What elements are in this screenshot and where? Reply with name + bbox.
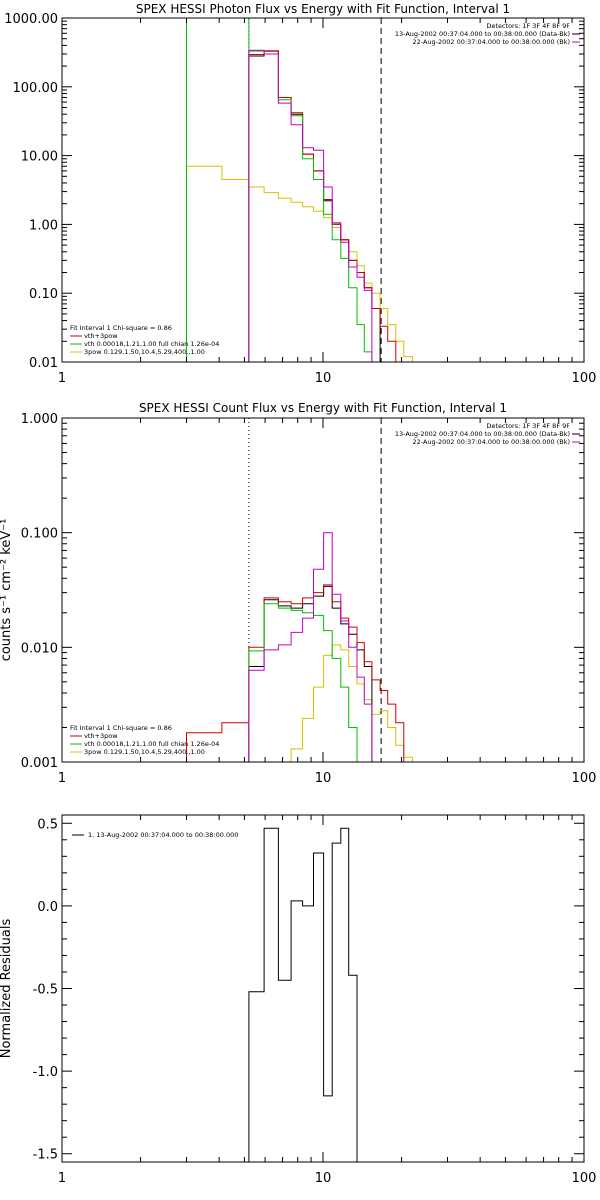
info-text: 13-Aug-2002 00:37:04.000 to 00:38:00.000… <box>395 430 570 438</box>
info-text: 22-Aug-2002 00:37:04.000 to 00:38:00.000… <box>413 438 570 446</box>
y-tick-label: -1.0 <box>33 1065 58 1080</box>
plot-frame <box>61 17 585 363</box>
y-tick-label: -0.5 <box>33 983 58 998</box>
y-tick-label: 0.10 <box>29 287 58 302</box>
series-vth-low-line <box>186 17 250 362</box>
x-tick-label: 1 <box>58 371 66 386</box>
chart-panel-1: SPEX HESSI Photon Flux vs Energy with Fi… <box>4 2 596 386</box>
chart-title: SPEX HESSI Photon Flux vs Energy with Fi… <box>136 2 510 16</box>
x-tick-label: 10 <box>315 771 332 786</box>
x-tick-label: 100 <box>572 371 597 386</box>
x-tick-label: 1 <box>58 1171 66 1186</box>
series-3pow-line <box>290 644 420 763</box>
info-text: 22-Aug-2002 00:37:04.000 to 00:38:00.000… <box>413 38 570 46</box>
y-axis-label: counts s⁻¹ cm⁻² keV⁻¹ <box>0 519 14 662</box>
legend-label: vth+3pow <box>84 732 118 740</box>
legend-label: 1. 13-Aug-2002 00:37:04.000 to 00:38:00.… <box>88 831 238 839</box>
y-tick-label: 0.5 <box>37 817 58 832</box>
series-line-4 <box>248 532 373 762</box>
series-line-1 <box>248 827 358 1162</box>
x-tick-label: 10 <box>315 1171 332 1186</box>
y-tick-label: 0.001 <box>21 756 58 771</box>
series-line-1 <box>248 50 381 362</box>
legend-header: Fit Interval 1 Chi-square = 0.86 <box>70 324 172 332</box>
legend-label: vth 0.00018,1.21,1.00 full chian 1.26e-0… <box>84 340 219 348</box>
series-3pow-line <box>186 165 420 363</box>
legend-label: 3pow 0.129,1.50,10.4,5.29,400.,1.00 <box>84 748 205 756</box>
x-tick-label: 100 <box>572 771 597 786</box>
y-tick-label: 1000.00 <box>4 12 58 27</box>
y-tick-label: -1.5 <box>33 1148 58 1163</box>
plot-frame <box>61 417 585 763</box>
legend-label: vth 0.00018,1.21,1.00 full chian 1.26e-0… <box>84 740 219 748</box>
y-tick-label: 100.00 <box>13 81 59 96</box>
plot-frame <box>61 814 585 1163</box>
y-tick-label: 0.100 <box>21 527 58 542</box>
x-tick-label: 10 <box>315 371 332 386</box>
y-axis-label: Normalized Residuals <box>0 919 14 1059</box>
y-tick-label: 1.00 <box>29 218 58 233</box>
legend-label: 3pow 0.129,1.50,10.4,5.29,400.,1.00 <box>84 348 205 356</box>
info-text: Detectors: 1F 3F 4F 8F 9F <box>486 22 570 30</box>
y-tick-label: 0.0 <box>37 900 58 915</box>
y-tick-label: 0.010 <box>21 641 58 656</box>
chart-title: SPEX HESSI Count Flux vs Energy with Fit… <box>139 401 507 415</box>
y-tick-label: 10.00 <box>21 150 58 165</box>
chart-panel-3: Normalized Residuals 1 10 100 0.5 0.0 -0.5 -1.0… <box>0 814 597 1186</box>
info-text: Detectors: 1F 3F 4F 8F 9F <box>486 422 570 430</box>
series-line-2 <box>248 50 397 362</box>
legend-header: Fit Interval 1 Chi-square = 0.86 <box>70 724 172 732</box>
legend-label: vth+3pow <box>84 332 118 340</box>
chart-panel-2: SPEX HESSI Count Flux vs Energy with Fit… <box>0 401 596 786</box>
info-text: 13-Aug-2002 00:37:04.000 to 00:38:00.000… <box>395 30 570 38</box>
x-tick-label: 100 <box>572 1171 597 1186</box>
series-line-2 <box>248 584 405 762</box>
series-line-4 <box>248 49 373 362</box>
y-tick-label: 0.01 <box>29 356 58 371</box>
series-line-3 <box>248 603 365 763</box>
x-tick-label: 1 <box>58 771 66 786</box>
y-tick-label: 1.000 <box>21 412 58 427</box>
